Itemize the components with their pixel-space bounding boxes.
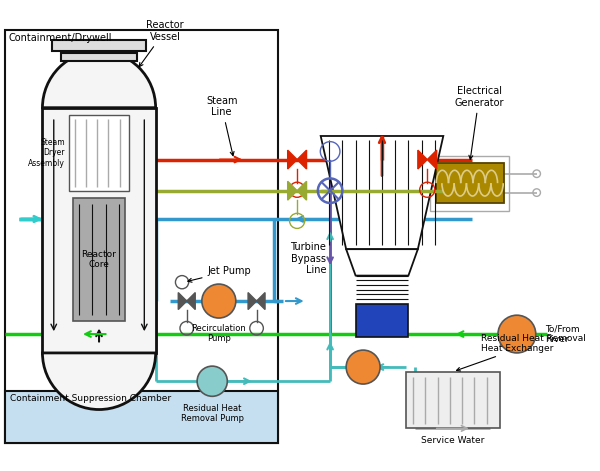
Polygon shape xyxy=(287,150,297,169)
Circle shape xyxy=(202,284,236,318)
Polygon shape xyxy=(178,292,187,309)
Bar xyxy=(43,108,155,353)
Wedge shape xyxy=(43,51,155,108)
Polygon shape xyxy=(297,181,307,200)
Text: Recirculation
Pump: Recirculation Pump xyxy=(191,324,246,343)
Bar xyxy=(430,156,509,211)
Bar xyxy=(52,40,146,51)
Bar xyxy=(436,163,503,203)
Polygon shape xyxy=(187,292,195,309)
Circle shape xyxy=(197,366,227,396)
Wedge shape xyxy=(43,353,155,409)
Text: Jet Pump: Jet Pump xyxy=(188,266,251,282)
Circle shape xyxy=(346,350,380,384)
Bar xyxy=(61,53,137,61)
Polygon shape xyxy=(248,292,257,309)
Bar xyxy=(69,115,129,191)
Bar xyxy=(5,390,278,443)
Polygon shape xyxy=(427,150,437,169)
Text: Containment Suppression Chamber: Containment Suppression Chamber xyxy=(10,394,172,404)
Bar xyxy=(5,30,278,443)
Text: Containment/Drywell: Containment/Drywell xyxy=(8,33,112,43)
Polygon shape xyxy=(346,249,418,276)
Bar xyxy=(406,372,500,429)
Text: Steam
Dryer
Assembly: Steam Dryer Assembly xyxy=(28,138,65,168)
Polygon shape xyxy=(287,181,297,200)
Bar xyxy=(73,198,125,321)
Bar xyxy=(356,304,409,337)
Text: Residual Heat Removal
Heat Exchanger: Residual Heat Removal Heat Exchanger xyxy=(457,333,586,371)
Text: To/From
River: To/From River xyxy=(545,325,580,344)
Circle shape xyxy=(498,315,536,353)
Text: Reactor
Vessel: Reactor Vessel xyxy=(139,20,184,67)
Text: Reactor
Core: Reactor Core xyxy=(82,250,116,269)
Text: Electrical
Generator: Electrical Generator xyxy=(454,86,504,159)
Polygon shape xyxy=(257,292,265,309)
Text: Residual Heat
Removal Pump: Residual Heat Removal Pump xyxy=(181,404,244,423)
Text: Service Water: Service Water xyxy=(421,436,484,445)
Polygon shape xyxy=(297,150,307,169)
Text: Steam
Line: Steam Line xyxy=(206,96,238,155)
Polygon shape xyxy=(320,136,443,249)
Text: Turbine
Bypass
Line: Turbine Bypass Line xyxy=(290,242,326,275)
Polygon shape xyxy=(418,150,427,169)
